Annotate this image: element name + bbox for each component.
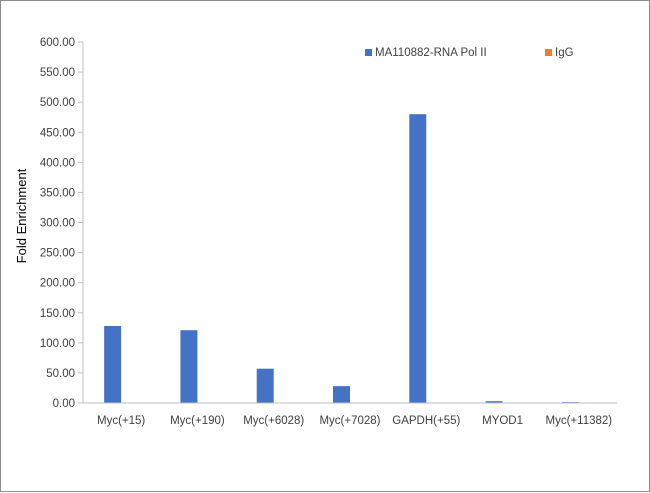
- bar-rna-pol-ii: [409, 114, 427, 403]
- x-tick-label: MYOD1: [482, 415, 523, 427]
- y-tick-label: 550.00: [40, 67, 75, 79]
- bar-rna-pol-ii: [104, 325, 122, 403]
- x-axis: Myc(+15) Myc(+190) Myc(+6028) Myc(+7028) GAP…: [83, 402, 617, 427]
- y-tick-label: 150.00: [40, 308, 75, 320]
- x-tick-label: Myc(+11382): [546, 415, 613, 427]
- y-axis-title-group: Fold Enrichment: [14, 168, 29, 263]
- legend-label: MA110882-RNA Pol II: [375, 47, 487, 59]
- y-tick-label: 250.00: [40, 248, 75, 260]
- legend-swatch: [545, 49, 552, 56]
- bar-rna-pol-ii: [485, 401, 503, 403]
- legend: MA110882-RNA Pol II IgG: [365, 47, 574, 59]
- y-axis-title: Fold Enrichment: [14, 168, 29, 263]
- y-axis: 0.00 50.00 100.00 150.00 200.00 250.00 300.00 3…: [40, 37, 84, 410]
- x-tick-label: Myc(+15): [97, 415, 145, 427]
- bar-rna-pol-ii: [180, 330, 198, 403]
- y-tick-label: 400.00: [40, 157, 75, 169]
- y-tick-label: 300.00: [40, 218, 75, 230]
- x-tick-label: Myc(+6028): [243, 415, 304, 427]
- legend-swatch: [365, 49, 372, 56]
- y-tick-label: 500.00: [40, 97, 75, 109]
- y-tick-label: 600.00: [40, 37, 75, 49]
- x-tick-label: Myc(+7028): [319, 415, 380, 427]
- bars: [104, 114, 579, 403]
- x-tick-label: Myc(+190): [170, 415, 225, 427]
- bar-rna-pol-ii: [256, 368, 274, 403]
- x-tick-label: GAPDH(+55): [392, 415, 460, 427]
- legend-label: IgG: [555, 47, 574, 59]
- y-tick-label: 0.00: [53, 398, 75, 410]
- y-tick-label: 450.00: [40, 127, 75, 139]
- y-tick-label: 350.00: [40, 187, 75, 199]
- y-tick-label: 100.00: [40, 338, 75, 350]
- y-tick-label: 200.00: [40, 278, 75, 290]
- y-tick-label: 50.00: [46, 368, 75, 380]
- bar-rna-pol-ii: [333, 386, 350, 403]
